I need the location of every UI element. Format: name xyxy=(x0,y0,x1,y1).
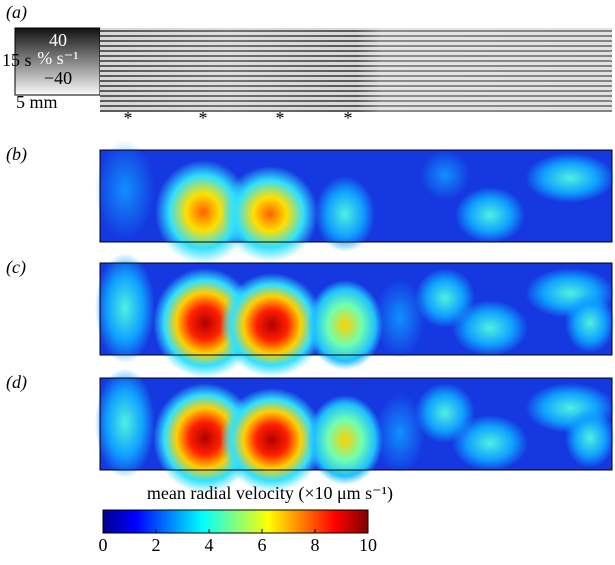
scale-tick: −40 xyxy=(44,68,72,88)
colorbar-tick-label: 10 xyxy=(359,535,377,555)
kymograph-shade xyxy=(100,28,612,112)
marker: * xyxy=(344,108,353,128)
panel-label: (b) xyxy=(6,144,27,165)
panel-label: (a) xyxy=(6,2,27,23)
marker: * xyxy=(124,108,133,128)
marker: * xyxy=(276,108,285,128)
colorbar xyxy=(102,509,369,534)
grayscale-bar xyxy=(14,27,101,96)
colorbar-tick-label: 6 xyxy=(258,535,267,555)
colorbar-tick-label: 2 xyxy=(152,535,161,555)
colorbar-tick-label: 0 xyxy=(99,535,108,555)
marker: * xyxy=(199,108,208,128)
heatmap xyxy=(95,140,615,264)
colorbar-tick-label: 8 xyxy=(311,535,320,555)
panel-label: (c) xyxy=(6,257,26,278)
panel-label: (d) xyxy=(6,372,27,393)
time-label: 15 s xyxy=(2,50,32,70)
colorbar-tick-label: 4 xyxy=(205,535,214,555)
colorbar-label: mean radial velocity (×10 μm s⁻¹) xyxy=(147,483,393,504)
scale-unit: % s⁻¹ xyxy=(37,48,78,68)
heatmap xyxy=(95,368,615,493)
scale-tick: 40 xyxy=(49,30,67,50)
length-label: 5 mm xyxy=(16,92,58,112)
heatmap xyxy=(95,253,615,378)
